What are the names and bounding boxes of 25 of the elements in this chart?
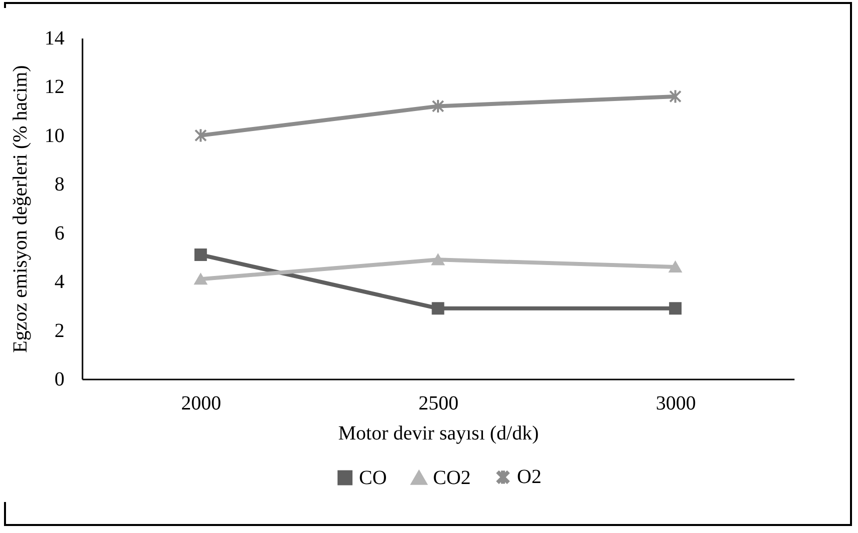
point	[194, 274, 207, 285]
y-tick-label: 2	[54, 320, 64, 342]
point	[669, 302, 682, 315]
y-axis-title: Egzoz emisyon değerleri (% hacim)	[10, 65, 32, 353]
y-tick-label: 4	[54, 271, 64, 294]
point	[432, 98, 444, 114]
x-tick-label: 3000	[656, 392, 696, 414]
point	[432, 254, 444, 266]
x-axis-title: Motor devir sayısı (d/dk)	[338, 422, 539, 444]
x-tick-label: 2500	[418, 392, 458, 414]
legend-label: CO	[359, 466, 387, 489]
y-tick-label: 0	[54, 368, 64, 390]
x-tick-label: 2000	[181, 392, 222, 414]
point	[432, 302, 444, 315]
point	[669, 89, 682, 104]
y-tick-label: 8	[54, 174, 64, 196]
y-tick-label: 10	[44, 124, 64, 147]
y-tick-label: 14	[44, 28, 64, 50]
point	[194, 248, 207, 262]
point	[194, 128, 207, 143]
point	[669, 261, 682, 272]
y-tick-label: 12	[44, 76, 64, 98]
y-tick-label: 6	[54, 222, 64, 244]
legend-label: CO2	[433, 467, 471, 490]
legend-label: O2	[517, 466, 542, 488]
